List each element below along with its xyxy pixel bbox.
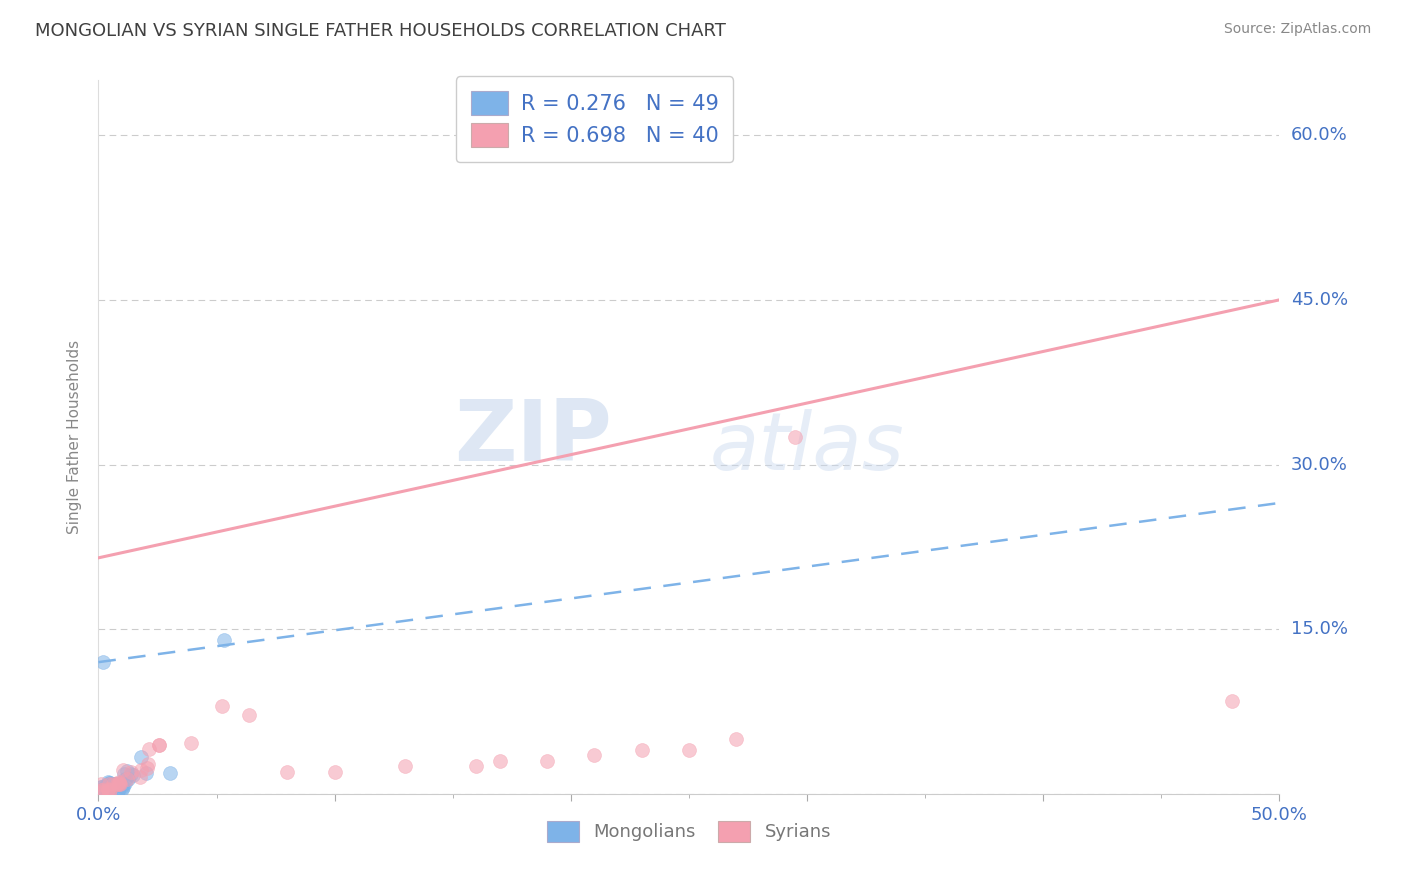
Point [465, 759, 488, 773]
Point [107, 784, 129, 798]
Point [98, 780, 121, 794]
Point [97, 775, 120, 789]
Point [98, 783, 121, 797]
Point [276, 764, 298, 779]
Point [98, 781, 121, 796]
Point [138, 757, 160, 772]
Point [107, 775, 129, 789]
Point [97, 782, 120, 797]
Point [96, 784, 118, 798]
Point [117, 772, 139, 786]
Point [90, 782, 112, 797]
Point [93, 785, 115, 799]
Text: 60.0%: 60.0% [1291, 126, 1347, 145]
Text: ZIP: ZIP [454, 395, 612, 479]
Point [212, 633, 235, 648]
Point [97, 786, 120, 800]
Text: 15.0%: 15.0% [1291, 620, 1347, 638]
Point [725, 731, 748, 746]
Point [93, 782, 115, 797]
Point [97, 775, 120, 789]
Point [98, 781, 121, 796]
Point [96, 782, 118, 797]
Y-axis label: Single Father Households: Single Father Households [67, 340, 83, 534]
Point [121, 768, 143, 782]
Point [104, 777, 127, 791]
Point [238, 708, 260, 723]
Point [180, 736, 202, 750]
Point [110, 779, 132, 793]
Point [101, 777, 124, 791]
Text: MONGOLIAN VS SYRIAN SINGLE FATHER HOUSEHOLDS CORRELATION CHART: MONGOLIAN VS SYRIAN SINGLE FATHER HOUSEH… [35, 22, 725, 40]
Point [97, 777, 120, 791]
Point [583, 748, 606, 763]
Point [90, 785, 112, 799]
Point [103, 780, 125, 794]
Point [136, 762, 159, 776]
Point [785, 430, 807, 444]
Point [131, 763, 153, 777]
Point [90, 777, 112, 791]
Point [107, 783, 129, 797]
Point [91, 783, 114, 797]
Point [108, 777, 131, 791]
Point [117, 764, 139, 778]
Point [90, 782, 112, 797]
Point [94, 785, 117, 799]
Point [678, 743, 700, 757]
Point [97, 783, 120, 797]
Point [90, 780, 112, 794]
Point [91, 655, 114, 669]
Point [115, 772, 138, 786]
Point [90, 785, 112, 799]
Point [110, 777, 132, 791]
Point [536, 754, 558, 768]
Point [114, 776, 136, 790]
Point [101, 777, 124, 791]
Point [211, 699, 233, 714]
Point [148, 739, 170, 753]
Legend: Mongolians, Syrians: Mongolians, Syrians [540, 814, 838, 849]
Point [148, 738, 170, 752]
Point [111, 782, 134, 797]
Point [138, 742, 160, 756]
Point [489, 754, 512, 768]
Point [93, 785, 115, 799]
Point [90, 786, 112, 800]
Point [120, 764, 142, 779]
Point [112, 763, 135, 777]
Point [323, 764, 346, 779]
Point [103, 780, 125, 795]
Point [91, 786, 114, 800]
Point [90, 780, 112, 794]
Point [94, 780, 117, 795]
Point [98, 776, 121, 790]
Point [94, 778, 117, 792]
Point [114, 772, 136, 786]
Point [108, 776, 131, 790]
Point [93, 786, 115, 800]
Point [112, 767, 135, 781]
Point [1220, 693, 1243, 707]
Point [129, 770, 152, 784]
Point [112, 780, 135, 794]
Point [105, 777, 128, 791]
Point [90, 783, 112, 797]
Point [120, 767, 142, 781]
Point [94, 781, 117, 796]
Point [129, 750, 152, 764]
Point [135, 766, 157, 780]
Point [97, 785, 120, 799]
Text: 45.0%: 45.0% [1291, 291, 1348, 309]
Text: atlas: atlas [710, 409, 904, 487]
Point [159, 766, 181, 780]
Point [90, 783, 112, 797]
Point [630, 743, 652, 757]
Point [90, 786, 112, 800]
Text: 30.0%: 30.0% [1291, 456, 1347, 474]
Point [90, 786, 112, 800]
Point [90, 786, 112, 800]
Point [394, 759, 416, 773]
Text: Source: ZipAtlas.com: Source: ZipAtlas.com [1223, 22, 1371, 37]
